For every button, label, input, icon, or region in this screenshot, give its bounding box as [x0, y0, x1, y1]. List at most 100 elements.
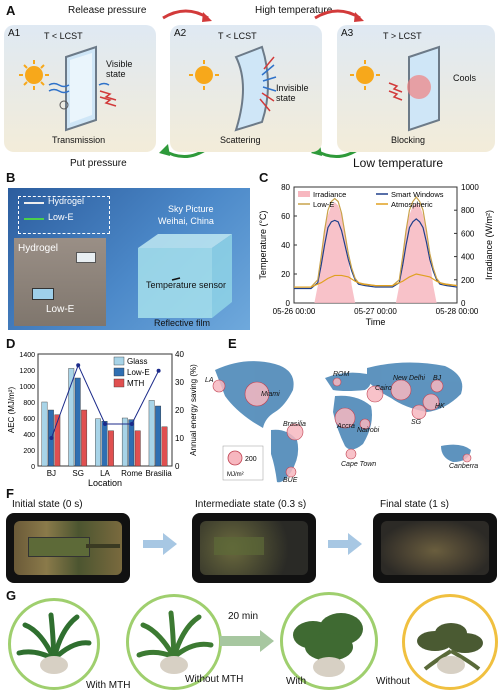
- tank-frame-final: [373, 513, 497, 583]
- x-tick-label: LA: [100, 469, 110, 478]
- window-icon: [65, 45, 97, 132]
- bar-glass-sg: [68, 368, 75, 467]
- bar-glass-la: [95, 418, 101, 467]
- caption-with-mth: With MTH: [86, 680, 131, 691]
- x-tick-label: 05-26 00:00: [273, 307, 316, 316]
- y-tick-label: 600: [23, 416, 35, 423]
- scatter-rays-icon: [261, 64, 277, 92]
- y2-tick-label: 400: [461, 253, 475, 262]
- city-marker-brasilia: [286, 423, 304, 441]
- city-label: Miami: [261, 391, 280, 398]
- legend-hydrogel: Hydrogel: [48, 196, 85, 206]
- saving-point: [129, 422, 134, 426]
- legend-low-e: Low-E: [48, 212, 74, 222]
- saving-point: [156, 368, 161, 373]
- red-arrow-top-right: [314, 9, 361, 20]
- sky-picture-text: Sky Picture: [168, 204, 214, 214]
- plant-without-after: [402, 594, 498, 690]
- y-tick-label: 60: [281, 212, 290, 221]
- x-tick-label: 05-27 00:00: [354, 307, 397, 316]
- city-label: Nairobi: [357, 427, 380, 434]
- state-final: Final state (1 s): [380, 499, 449, 510]
- bar-glass-bj: [41, 401, 48, 467]
- sun-icon: [350, 60, 380, 90]
- city-marker-canberra: [462, 453, 472, 463]
- energy-bar-chart: BJ SG LA Rome Brasilia0200400600800100012001…: [7, 350, 198, 488]
- card-transmission: A1 T < LCST Visible state Transmission: [4, 25, 156, 152]
- y-tick-label: 200: [23, 448, 35, 455]
- bar-low-e-rome: [128, 419, 135, 467]
- card-side-text: Invisible state: [276, 83, 309, 103]
- card-side-text: Visible state: [106, 59, 133, 79]
- series-line-atmospheric: [294, 273, 458, 288]
- x-tick-label: Rome: [121, 469, 143, 478]
- legend-label: MTH: [127, 379, 145, 388]
- release-pressure-text: Release pressure: [68, 5, 147, 16]
- card-name: Scattering: [220, 135, 261, 145]
- bar-mth-la: [108, 430, 114, 467]
- panel-e-label: E: [228, 336, 237, 351]
- y-axis-label: AEC (MJ/m²): [7, 387, 16, 434]
- legend-swatch: [113, 378, 125, 388]
- plant-with-mth: [8, 598, 100, 690]
- x-axis-label: Location: [88, 478, 122, 488]
- city-marker-new-delhi: [390, 379, 412, 401]
- state-intermediate: Intermediate state (0.3 s): [195, 499, 307, 510]
- y-tick-label: 80: [281, 183, 290, 192]
- card-id: A3: [341, 28, 354, 39]
- panel-b-photo: Hydrogel Low-E Sky Picture Weihai, China…: [8, 188, 250, 330]
- card-name: Transmission: [52, 135, 106, 145]
- city-marker-sg: [411, 404, 427, 420]
- city-label: ROM: [333, 371, 350, 378]
- y2-tick-label: 0: [175, 462, 180, 471]
- legend-label: Atmospheric: [391, 200, 433, 209]
- x-tick-label: 05-28 00:00: [436, 307, 479, 316]
- legend-label: Low-E: [127, 368, 150, 377]
- caption-without: Without: [376, 676, 410, 687]
- y2-tick-label: 20: [175, 406, 184, 415]
- y-tick-label: 20: [281, 270, 290, 279]
- y-tick-label: 1000: [19, 384, 35, 391]
- arrow-right-icon: [143, 533, 177, 555]
- rooftop-photo: Hydrogel Low-E: [14, 238, 106, 326]
- y2-tick-label: 200: [461, 276, 475, 285]
- bar-glass-rome: [121, 417, 128, 467]
- city-marker-bue: [285, 466, 297, 478]
- y2-tick-label: 800: [461, 206, 475, 215]
- bar-low-e-brasilia: [155, 405, 162, 467]
- panel-d-label: D: [6, 336, 16, 351]
- bar-glass-brasilia: [148, 400, 155, 467]
- city-label: New Delhi: [393, 375, 425, 382]
- light-rays-icon: [48, 82, 110, 94]
- x-tick-label: SG: [72, 469, 84, 478]
- y-tick-label: 1400: [19, 352, 35, 359]
- series-line-smart-windows: [294, 218, 458, 290]
- city-marker-la: [212, 379, 226, 393]
- panel-a-label: A: [6, 3, 16, 18]
- card-id: A1: [8, 28, 21, 39]
- saving-point: [49, 436, 54, 440]
- city-label: Accra: [336, 423, 355, 430]
- city-marker-cairo: [366, 385, 384, 403]
- city-marker-hk: [422, 393, 440, 411]
- legend-swatch: [113, 367, 125, 377]
- y-axis-label: Temperature (°C): [258, 210, 268, 279]
- y2-axis-label: Annual energy saving (%): [189, 364, 198, 456]
- y2-tick-label: 40: [175, 350, 184, 359]
- card-side-text: Cools: [453, 73, 477, 83]
- city-label: SG: [411, 419, 422, 426]
- reflective-film-text: Reflective film: [154, 318, 211, 328]
- plant-with-after: [280, 592, 378, 690]
- cube-diagram: [138, 234, 232, 318]
- bar-mth-bj: [54, 414, 61, 467]
- saving-point: [103, 422, 107, 426]
- caption-with: With: [286, 676, 306, 687]
- tank-frame-intermediate: [192, 513, 316, 583]
- city-label: Cape Town: [341, 461, 376, 468]
- card-condition: T > LCST: [383, 31, 422, 41]
- low-temperature-text: Low temperature: [353, 156, 444, 170]
- tank-frame-initial: [6, 513, 130, 583]
- curved-window-icon: [234, 45, 269, 132]
- y-tick-label: 40: [281, 241, 290, 250]
- red-arrow-top-left: [162, 9, 209, 20]
